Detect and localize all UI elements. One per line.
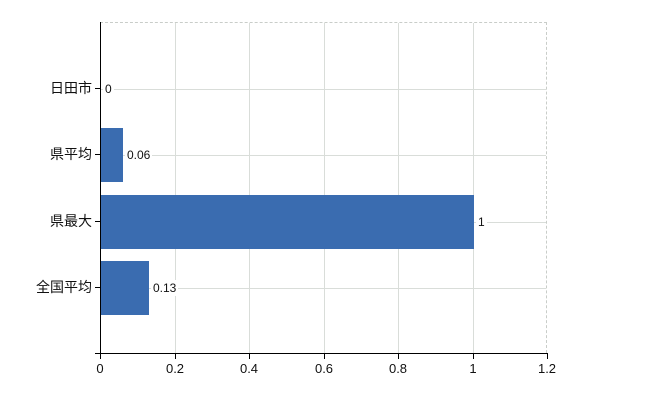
x-axis-tick — [547, 353, 548, 359]
gridline-vertical — [249, 23, 250, 353]
gridline-vertical — [473, 23, 474, 353]
gridline-horizontal — [100, 155, 546, 156]
x-axis-tick — [473, 353, 474, 359]
gridline-vertical — [175, 23, 176, 353]
gridline-vertical — [398, 23, 399, 353]
bar-value-label: 1 — [476, 214, 487, 230]
bar-全国平均 — [101, 261, 149, 315]
x-axis-tick-label: 0.6 — [314, 361, 334, 376]
category-label: 県最大 — [50, 213, 92, 229]
x-axis-tick-label: 0 — [96, 361, 104, 376]
gridline-vertical — [324, 23, 325, 353]
y-axis-tick — [95, 221, 101, 222]
y-axis-tick — [95, 154, 101, 155]
x-axis-tick — [324, 353, 325, 359]
bar-value-label: 0.13 — [151, 280, 179, 296]
gridline-horizontal — [100, 89, 546, 90]
plot-area: 0 0.06 1 0.13 — [100, 22, 547, 353]
bar-value-label: 0 — [103, 81, 114, 97]
y-axis-tick — [95, 287, 101, 288]
y-axis-line — [100, 22, 101, 354]
x-axis-tick — [398, 353, 399, 359]
gridline-horizontal — [100, 288, 546, 289]
y-axis-tick — [95, 88, 101, 89]
x-axis-tick-label: 0.4 — [239, 361, 259, 376]
x-axis-tick-label: 0.8 — [388, 361, 408, 376]
x-axis-tick — [249, 353, 250, 359]
bar-value-label: 0.06 — [125, 147, 153, 163]
x-axis-line — [95, 353, 547, 354]
x-axis-tick-label: 1 — [469, 361, 477, 376]
category-label: 日田市 — [50, 80, 92, 96]
bar-県最大 — [101, 195, 474, 249]
x-axis-tick — [175, 353, 176, 359]
x-axis-tick — [100, 353, 101, 359]
x-axis-tick-label: 1.2 — [537, 361, 557, 376]
category-label: 県平均 — [50, 146, 92, 162]
x-axis-tick-label: 0.2 — [165, 361, 185, 376]
category-label: 全国平均 — [36, 279, 92, 295]
bar-県平均 — [101, 128, 123, 182]
